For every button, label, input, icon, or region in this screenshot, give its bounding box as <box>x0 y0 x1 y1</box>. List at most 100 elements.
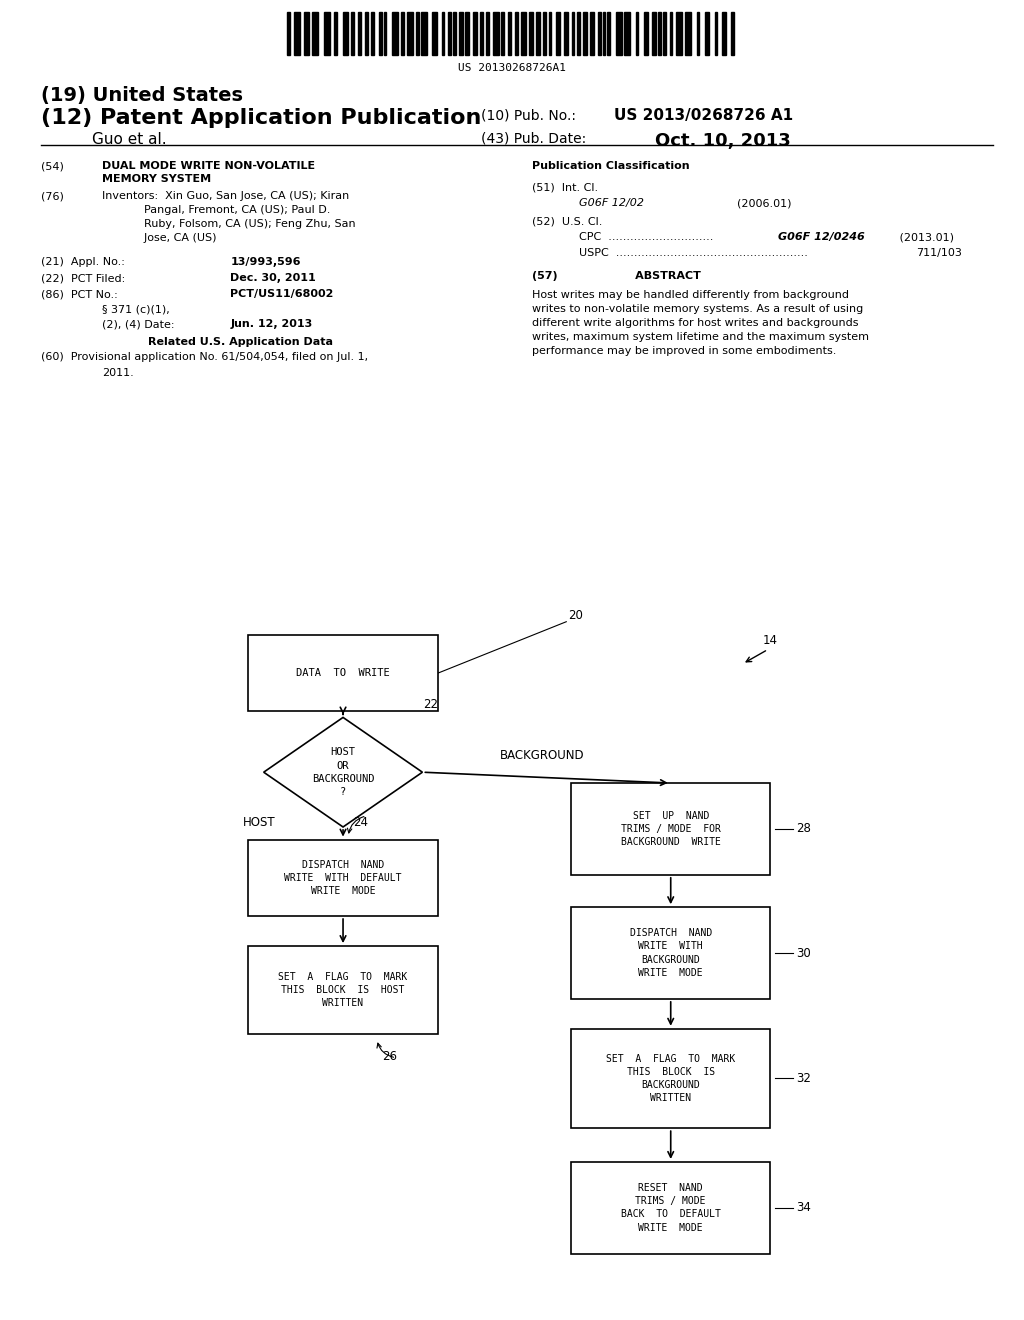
Text: Inventors:  Xin Guo, San Jose, CA (US); Kiran
            Pangal, Fremont, CA (U: Inventors: Xin Guo, San Jose, CA (US); K… <box>102 191 356 243</box>
Bar <box>583 12 588 55</box>
Text: DATA  TO  WRITE: DATA TO WRITE <box>296 668 390 678</box>
Text: MEMORY SYSTEM: MEMORY SYSTEM <box>102 174 212 185</box>
Text: Related U.S. Application Data: Related U.S. Application Data <box>148 337 334 347</box>
Text: G06F 12/02: G06F 12/02 <box>579 198 643 209</box>
Text: DISPATCH  NAND
WRITE  WITH
BACKGROUND
WRITE  MODE: DISPATCH NAND WRITE WITH BACKGROUND WRIT… <box>630 928 712 978</box>
Text: DUAL MODE WRITE NON-VOLATILE: DUAL MODE WRITE NON-VOLATILE <box>102 161 315 172</box>
Text: (10) Pub. No.:: (10) Pub. No.: <box>481 108 577 123</box>
Text: 26: 26 <box>382 1051 397 1063</box>
Bar <box>578 12 580 55</box>
Text: 711/103: 711/103 <box>916 248 963 259</box>
Bar <box>358 12 360 55</box>
Bar <box>494 12 499 55</box>
Bar <box>603 12 605 55</box>
Text: 2011.: 2011. <box>102 368 134 379</box>
Text: Host writes may be handled differently from background
writes to non-volatile me: Host writes may be handled differently f… <box>532 290 869 356</box>
Text: Jun. 12, 2013: Jun. 12, 2013 <box>230 319 312 330</box>
Text: (2), (4) Date:: (2), (4) Date: <box>102 319 175 330</box>
Bar <box>294 12 300 55</box>
Text: HOST
OR
BACKGROUND
?: HOST OR BACKGROUND ? <box>311 747 375 797</box>
Bar <box>465 12 469 55</box>
Bar <box>705 12 710 55</box>
Bar <box>421 12 427 55</box>
Bar <box>664 12 666 55</box>
Text: HOST: HOST <box>243 816 275 829</box>
Text: 14: 14 <box>763 634 778 647</box>
Bar <box>392 12 397 55</box>
Text: PCT/US11/68002: PCT/US11/68002 <box>230 289 334 300</box>
Bar <box>447 12 451 55</box>
FancyBboxPatch shape <box>249 946 438 1034</box>
Bar <box>453 12 456 55</box>
Text: (12) Patent Application Publication: (12) Patent Application Publication <box>41 108 481 128</box>
Text: Guo et al.: Guo et al. <box>92 132 167 147</box>
Bar <box>416 12 419 55</box>
Text: (76): (76) <box>41 191 63 202</box>
FancyBboxPatch shape <box>571 1162 770 1254</box>
Bar <box>616 12 622 55</box>
Bar <box>515 12 518 55</box>
Text: USPC  .....................................................: USPC ...................................… <box>579 248 808 259</box>
Text: (2013.01): (2013.01) <box>896 232 954 243</box>
Bar <box>335 12 338 55</box>
Text: (21)  Appl. No.:: (21) Appl. No.: <box>41 257 125 268</box>
Text: G06F 12/0246: G06F 12/0246 <box>778 232 865 243</box>
Bar <box>460 12 463 55</box>
Bar <box>325 12 330 55</box>
Bar <box>384 12 386 55</box>
Bar <box>431 12 437 55</box>
Bar <box>366 12 368 55</box>
Bar <box>685 12 691 55</box>
Bar <box>371 12 374 55</box>
Bar <box>544 12 546 55</box>
Text: (22)  PCT Filed:: (22) PCT Filed: <box>41 273 125 284</box>
Bar <box>287 12 290 55</box>
Bar <box>676 12 682 55</box>
Bar <box>652 12 655 55</box>
FancyBboxPatch shape <box>571 907 770 999</box>
Text: (43) Pub. Date:: (43) Pub. Date: <box>481 132 587 147</box>
Bar <box>508 12 511 55</box>
Bar <box>304 12 309 55</box>
Bar <box>715 12 718 55</box>
Text: 30: 30 <box>796 946 811 960</box>
Text: (86)  PCT No.:: (86) PCT No.: <box>41 289 118 300</box>
FancyBboxPatch shape <box>571 783 770 875</box>
Bar <box>408 12 413 55</box>
Text: 24: 24 <box>353 816 369 829</box>
Text: Oct. 10, 2013: Oct. 10, 2013 <box>655 132 792 150</box>
Text: 22: 22 <box>423 698 438 710</box>
Text: US 2013/0268726 A1: US 2013/0268726 A1 <box>614 108 794 123</box>
Text: (57)                    ABSTRACT: (57) ABSTRACT <box>532 271 701 281</box>
Text: (51)  Int. Cl.: (51) Int. Cl. <box>532 182 599 193</box>
Bar <box>401 12 404 55</box>
Text: 34: 34 <box>796 1201 811 1214</box>
Bar <box>731 12 733 55</box>
Text: CPC  .............................: CPC ............................. <box>579 232 713 243</box>
Bar <box>351 12 354 55</box>
Bar <box>636 12 638 55</box>
Bar <box>564 12 568 55</box>
Bar <box>657 12 660 55</box>
Text: SET  A  FLAG  TO  MARK
THIS  BLOCK  IS
BACKGROUND
WRITTEN: SET A FLAG TO MARK THIS BLOCK IS BACKGRO… <box>606 1053 735 1104</box>
Bar <box>379 12 382 55</box>
Text: (60)  Provisional application No. 61/504,054, filed on Jul. 1,: (60) Provisional application No. 61/504,… <box>41 352 368 363</box>
Text: US 20130268726A1: US 20130268726A1 <box>458 63 566 74</box>
Text: (2006.01): (2006.01) <box>737 198 792 209</box>
Text: 32: 32 <box>796 1072 811 1085</box>
Text: DISPATCH  NAND
WRITE  WITH  DEFAULT
WRITE  MODE: DISPATCH NAND WRITE WITH DEFAULT WRITE M… <box>285 859 401 896</box>
Bar <box>571 12 574 55</box>
Polygon shape <box>264 718 423 826</box>
Bar <box>722 12 726 55</box>
Bar <box>598 12 600 55</box>
Bar <box>549 12 551 55</box>
Bar <box>536 12 540 55</box>
Text: SET  A  FLAG  TO  MARK
THIS  BLOCK  IS  HOST
WRITTEN: SET A FLAG TO MARK THIS BLOCK IS HOST WR… <box>279 972 408 1008</box>
Bar <box>529 12 532 55</box>
Bar <box>441 12 444 55</box>
Bar <box>607 12 610 55</box>
Bar <box>590 12 594 55</box>
Bar <box>473 12 477 55</box>
Bar <box>644 12 648 55</box>
Text: BACKGROUND: BACKGROUND <box>500 748 585 762</box>
